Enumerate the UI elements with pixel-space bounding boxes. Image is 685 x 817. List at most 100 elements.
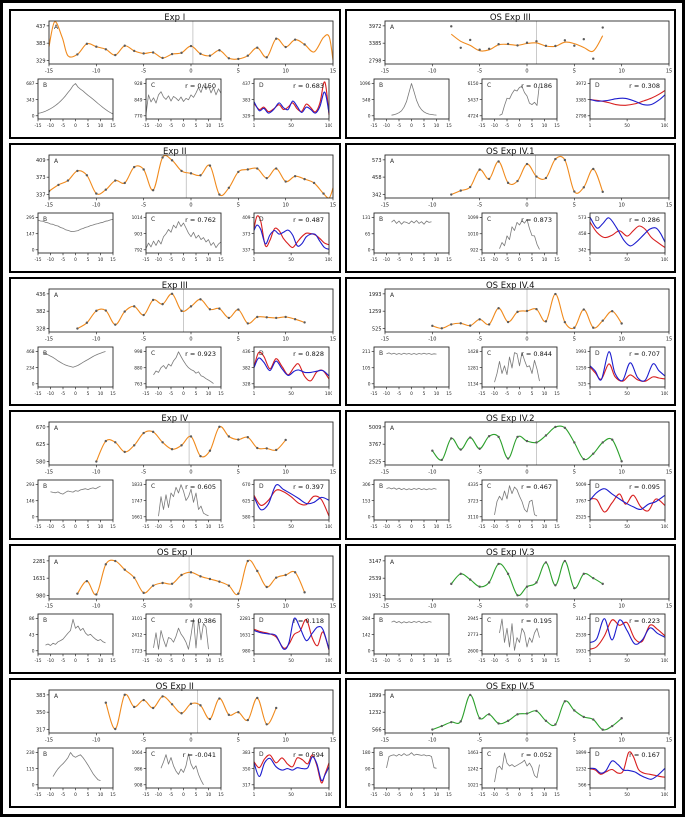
data-marker [563,427,566,430]
axes-frame [145,480,222,521]
y-tick-label: 146 [26,499,34,505]
data-marker [104,48,108,51]
x-tick-label: -10 [382,524,389,530]
scatter-point [477,48,481,51]
y-tick-label: 342 [578,247,586,253]
series-blue [589,618,665,646]
y-tick-label: 2281 [33,559,46,565]
x-tick-label: -15 [34,257,41,263]
plot-b: -15 -10 -5 0 5 10 15 687 343 0 B [26,78,116,129]
data-marker [246,436,249,439]
data-marker [123,44,126,47]
x-tick-label: -15 [380,336,388,342]
y-tick-label: 1281 [467,365,478,371]
x-tick-label: 15 [218,524,224,530]
axes-frame [373,613,449,655]
plot-d: 1 50 100 3147 2539 1931 Dr = 0.223 [575,613,668,664]
data-marker [76,326,79,330]
data-marker [227,584,231,588]
data-marker [76,592,79,596]
data-marker [468,324,471,327]
subplot-letter: B [43,350,47,357]
y-tick-label: 383 [242,750,250,756]
x-tick-label: 15 [218,658,224,664]
y-tick-label: 350 [242,766,250,772]
data-marker [610,309,613,313]
data-marker [104,701,108,705]
y-tick-label: 3147 [368,559,381,565]
data-marker [322,192,325,195]
x-tick-label: 5 [530,257,533,263]
x-tick-label: 50 [288,524,294,530]
data-marker [506,573,509,576]
y-tick-label: 383 [36,693,46,699]
data-marker [553,584,557,587]
x-tick-label: 15 [665,336,671,342]
y-tick-label: 0 [367,783,370,789]
series-gray [153,351,214,384]
y-tick-label: 573 [371,158,381,164]
y-tick-label: 147 [26,231,34,237]
x-tick-label: 10 [433,123,439,129]
subplot-letter: D [259,350,264,357]
small-plots-row: -15 -10 -5 0 5 10 15 131 65 0 B -15 -10 -5 0 5 10 15 1099 1… [347,210,675,266]
y-tick-label: 1064 [132,750,143,756]
y-tick-label: 230 [26,750,34,756]
scatter-point [582,38,585,41]
y-tick-label: 153 [362,499,370,505]
plot-a: -15 -10 -5 0 5 10 15 436 382 328 A [36,288,336,342]
x-tick-label: -5 [396,390,401,396]
x-tick-label: -10 [490,390,497,396]
series-red [253,81,330,115]
data-marker [218,580,221,584]
data-marker [515,713,519,716]
data-marker [506,320,509,323]
x-tick-label: 5 [572,738,575,744]
data-marker [515,436,519,439]
x-tick-label: -15 [34,792,41,798]
axes-frame [253,480,330,521]
x-tick-label: 10 [541,658,547,664]
x-tick-label: 0 [189,470,192,476]
y-tick-label: 1259 [575,365,586,371]
scatter-point [601,26,604,29]
y-tick-label: 4724 [467,113,478,119]
y-tick-label: 998 [134,349,142,355]
series-gray [42,350,106,368]
data-marker [553,157,557,161]
plot-a: -15 -10 -5 0 5 10 15 670 625 580 A [36,422,336,476]
data-marker [487,322,490,326]
x-tick-label: 10 [206,524,212,530]
x-tick-label: -15 [370,123,377,129]
x-tick-label: -5 [169,257,174,263]
data-marker [496,306,500,310]
x-tick-label: 5 [87,390,90,396]
scatter-point [468,38,471,42]
x-tick-label: 10 [98,658,104,664]
y-tick-label: 3147 [575,616,586,622]
data-marker [189,304,193,308]
x-tick-label: 0 [189,604,192,610]
x-tick-label: 15 [330,336,336,342]
y-tick-label: 4335 [467,483,478,489]
subplot-letter: B [379,82,383,89]
r-value-label: r = 0.167 [629,751,660,759]
x-tick-label: 0 [189,202,192,208]
series-blue [589,760,665,780]
x-tick-label: -15 [34,390,41,396]
x-tick-label: -5 [141,604,146,610]
data-marker [610,725,613,728]
subplot-letter: C [487,82,491,89]
x-tick-label: 5 [530,658,533,664]
x-tick-label: -15 [478,123,485,129]
y-tick-label: 328 [36,326,46,332]
y-tick-label: 105 [362,365,370,371]
x-tick-label: -10 [47,257,54,263]
series-gray [385,752,437,769]
y-tick-label: 342 [371,192,381,198]
x-tick-label: 50 [624,257,630,263]
x-tick-label: -10 [428,470,436,476]
small-plots-row: -15 -10 -5 0 5 10 15 306 153 0 B -15 -10 -5 0 5 10 15 4335… [347,477,675,533]
data-marker [170,292,174,295]
data-marker [218,697,221,700]
